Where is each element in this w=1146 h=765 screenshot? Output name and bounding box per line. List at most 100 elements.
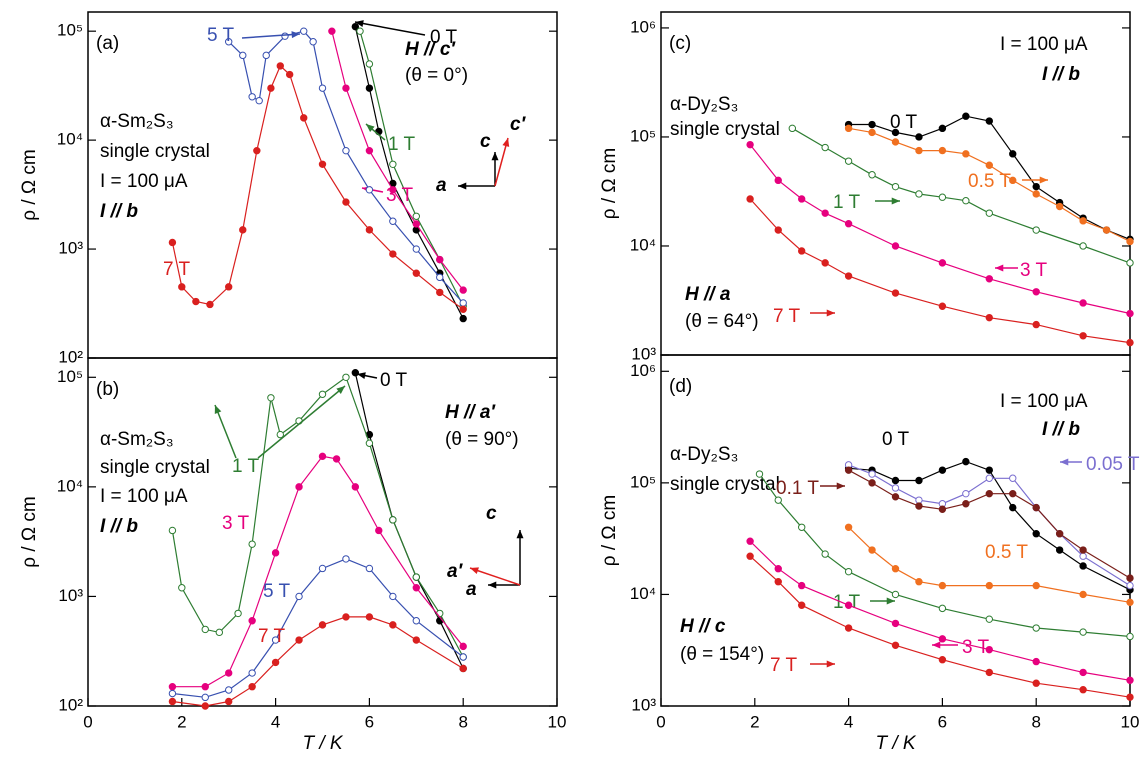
y-tick-label: 10⁶ [630, 17, 656, 36]
series-label: 0 T [882, 429, 910, 450]
x-tick-label: 0 [656, 712, 665, 731]
data-point [276, 62, 284, 70]
data-point [844, 624, 853, 632]
data-point [915, 502, 923, 510]
annotation: I // b [100, 516, 138, 537]
data-point [821, 259, 829, 267]
data-point [985, 615, 993, 623]
data-point [389, 516, 397, 524]
series-label: 1 T [833, 192, 861, 213]
annotation: c [486, 503, 497, 524]
annotation: I = 100 μA [100, 171, 188, 192]
x-tick-label: 10 [548, 712, 567, 731]
data-point [746, 552, 754, 560]
x-tick-label: 6 [938, 712, 947, 731]
data-point [1032, 503, 1040, 512]
data-point [774, 176, 782, 185]
data-point [774, 226, 782, 234]
data-point [318, 84, 327, 92]
data-point [915, 146, 923, 155]
data-point [938, 259, 947, 267]
y-tick-label: 10³ [631, 695, 656, 714]
y-tick-label: 10⁴ [630, 235, 656, 254]
data-point [1126, 693, 1134, 701]
y-tick-label: 10⁵ [57, 367, 83, 386]
data-point [342, 146, 350, 155]
series-label: 0 T [380, 370, 408, 391]
data-point [844, 157, 853, 165]
x-tick-label: 0 [83, 712, 92, 731]
series-label: 3 T [386, 185, 414, 206]
data-point [318, 160, 327, 168]
arrow-head [502, 138, 510, 147]
annotation: H // a [685, 284, 731, 305]
data-point [746, 537, 754, 545]
data-point [365, 226, 374, 234]
data-point [891, 619, 900, 628]
data-point [962, 150, 970, 158]
data-point [844, 567, 853, 576]
y-tick-label: 10⁵ [630, 472, 656, 491]
data-point [1055, 530, 1064, 538]
data-point [1126, 259, 1134, 267]
data-point [412, 617, 420, 625]
data-point [1126, 581, 1134, 590]
series-line [848, 460, 1131, 591]
annotation: H // a′ [445, 402, 496, 423]
data-point [1009, 503, 1017, 512]
arrow-head [491, 152, 499, 161]
data-point [412, 212, 420, 220]
data-point [938, 124, 947, 133]
panel-label: (d) [669, 376, 692, 397]
data-point [271, 658, 280, 667]
data-point [168, 689, 177, 698]
y-axis-label: ρ / Ω cm [599, 148, 620, 219]
data-point [962, 457, 970, 466]
data-point [342, 198, 350, 206]
data-point [798, 581, 806, 590]
x-tick-label: 4 [844, 712, 853, 731]
data-point [436, 273, 444, 282]
arrow-head [836, 482, 845, 490]
data-point [962, 489, 970, 498]
data-point [295, 483, 303, 491]
y-tick-label: 10⁵ [630, 126, 656, 145]
data-point [342, 555, 350, 563]
data-point [746, 140, 754, 149]
series-line [359, 31, 464, 307]
arrow-head [516, 530, 524, 539]
data-point [891, 484, 900, 492]
annotation: c [480, 131, 491, 152]
y-tick-label: 10³ [58, 586, 83, 605]
data-point [248, 617, 256, 625]
series-line [749, 198, 1131, 344]
panel-label: (b) [96, 379, 119, 400]
arrow-head [336, 386, 345, 394]
arrow-head [458, 182, 467, 190]
data-point [300, 114, 308, 122]
data-point [412, 584, 420, 592]
data-point [985, 209, 993, 217]
annotation: H // c′ [405, 39, 456, 60]
data-point [985, 117, 993, 125]
annotation: single crystal [100, 457, 210, 478]
annotation: single crystal [100, 141, 210, 162]
arrow-head [470, 567, 479, 574]
annotation: I // b [1042, 64, 1080, 85]
data-point [844, 466, 853, 474]
data-point [389, 160, 397, 168]
annotation: (θ = 64°) [685, 311, 759, 332]
data-point [891, 289, 900, 297]
data-point [798, 601, 806, 609]
series-line [848, 469, 1131, 579]
data-point [248, 669, 256, 677]
data-point [1032, 581, 1040, 590]
annotation: single crystal [670, 474, 780, 495]
annotation: α-Dy₂S₃ [670, 94, 738, 115]
series-line [172, 558, 464, 698]
x-axis-label: T / K [875, 733, 916, 754]
annotation: H // c [680, 616, 726, 637]
data-point [1126, 237, 1134, 246]
data-point [318, 621, 327, 629]
